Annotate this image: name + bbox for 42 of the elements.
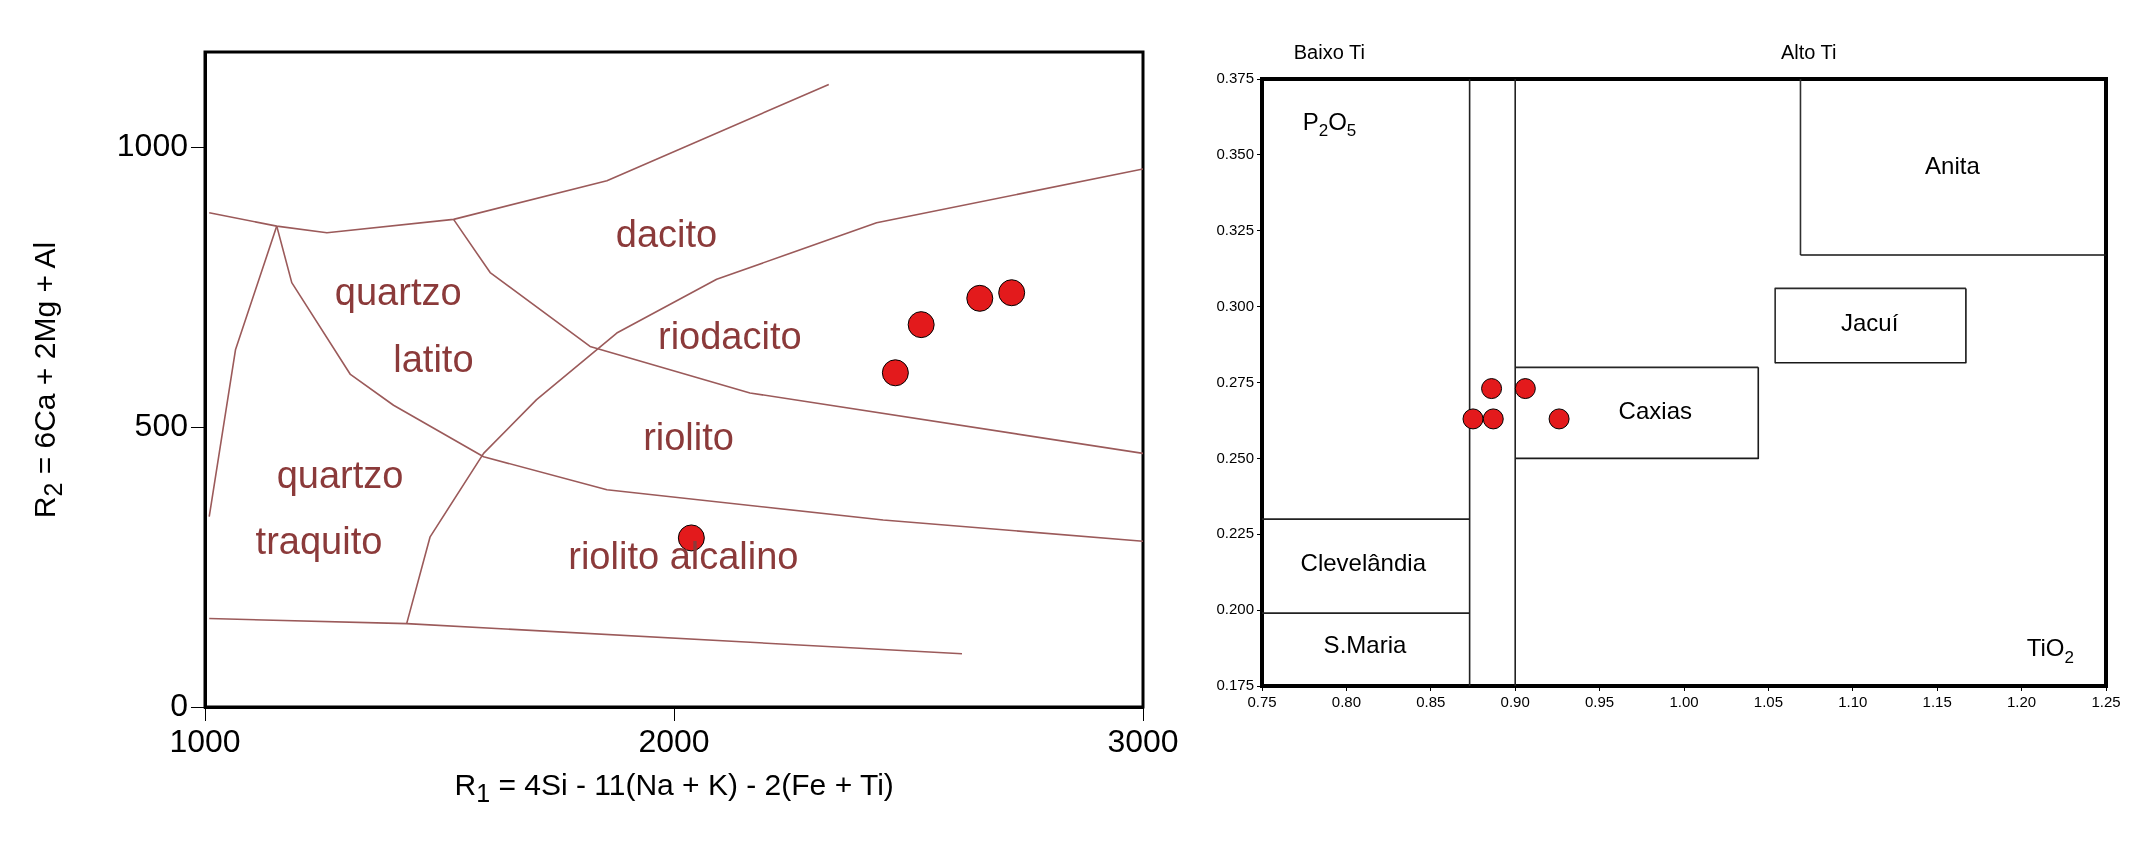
y-tick-label: 0.200	[1216, 600, 1254, 618]
y-tick-label: 0.175	[1216, 676, 1254, 694]
x-tick-label: 0.95	[1585, 693, 1615, 711]
y-tick-label: 0.300	[1216, 296, 1254, 314]
x-tick-label: 1.10	[1838, 693, 1868, 711]
annotation: dacito	[615, 212, 718, 255]
annotation: riodacito	[658, 314, 802, 357]
annotation: riolito alcalino	[568, 535, 799, 578]
annotation: Clevelândia	[1300, 549, 1427, 577]
y-tick-label: 0.350	[1216, 145, 1254, 163]
annotation: quartzo	[276, 454, 404, 497]
x-tick-label: 0.90	[1500, 693, 1530, 711]
x-tick-label: 1.20	[2007, 693, 2037, 711]
annotation: latito	[393, 337, 474, 380]
text: Baixo Ti	[1293, 40, 1365, 63]
x-tick-label: 1.25	[2091, 693, 2121, 711]
y-tick-label: 0.250	[1216, 448, 1254, 466]
annotation: riolito	[643, 416, 734, 459]
y-tick-label: 0.375	[1216, 69, 1254, 87]
y-tick-label: 0.275	[1216, 372, 1254, 390]
annotation: quartzo	[334, 270, 462, 313]
annotation: traquito	[255, 519, 383, 562]
x-tick-label: 0.75	[1247, 693, 1277, 711]
x-tick-label: 0.80	[1331, 693, 1361, 711]
x-tick-label: 2000	[638, 723, 710, 760]
y-tick-label: 500	[134, 406, 188, 443]
x-tick-label: 1.00	[1669, 693, 1699, 711]
x-axis-title: R$_{1}$ = 4Si - 11(Na + K) - 2(Fe + Ti)	[454, 768, 894, 808]
y-tick-label: 1000	[116, 127, 188, 163]
annotation: S.Maria	[1323, 631, 1407, 659]
annotation: Anita	[1925, 151, 1981, 179]
x-tick-label: 3000	[1107, 723, 1179, 760]
y-tick-label: 0	[170, 686, 188, 723]
text: Alto Ti	[1780, 40, 1837, 63]
y-tick-label: 0.325	[1216, 220, 1254, 238]
x-tick-label: 1000	[169, 723, 241, 760]
x-tick-label: 1.05	[1753, 693, 1783, 711]
x-tick-label: 1.15	[1922, 693, 1952, 711]
annotation: Caxias	[1618, 397, 1692, 425]
annotation: Jacuí	[1841, 309, 1899, 337]
y-tick-label: 0.225	[1216, 524, 1254, 542]
x-tick-label: 0.85	[1416, 693, 1446, 711]
